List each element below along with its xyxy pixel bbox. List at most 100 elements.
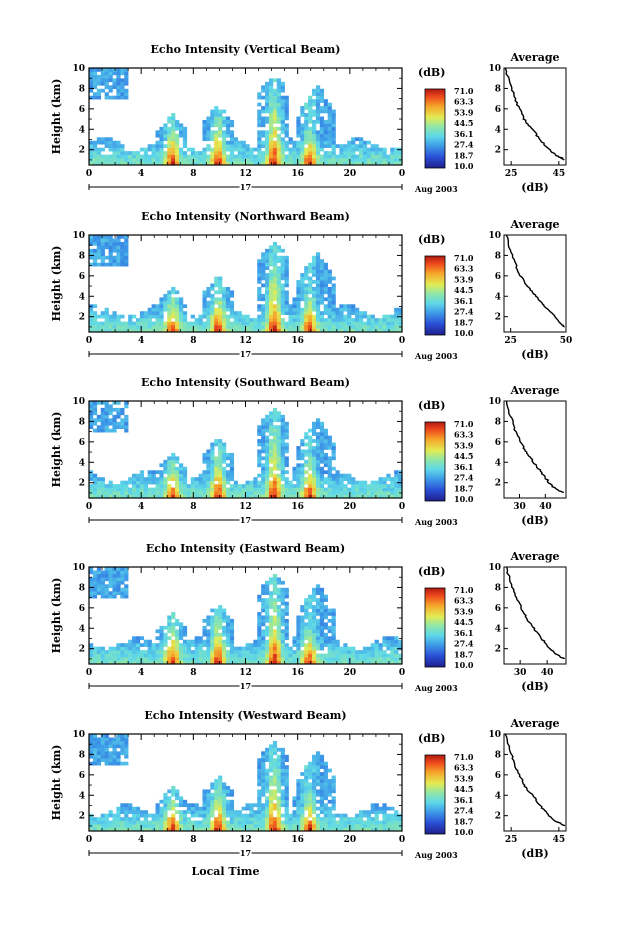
heatmap-cell bbox=[312, 88, 317, 93]
heatmap-cell bbox=[100, 584, 105, 589]
heatmap-cell bbox=[171, 126, 176, 131]
heatmap-cell bbox=[268, 747, 274, 752]
heatmap-cell bbox=[300, 657, 305, 661]
heatmap-cell bbox=[233, 491, 238, 495]
heatmap-cell bbox=[276, 789, 282, 794]
heatmap-cell bbox=[257, 660, 262, 665]
heatmap-cell bbox=[331, 314, 336, 319]
heatmap-cell bbox=[155, 304, 160, 309]
heatmap-cell bbox=[218, 297, 223, 302]
heatmap-cell bbox=[229, 813, 235, 818]
heatmap-cell bbox=[178, 466, 184, 471]
heatmap-cell bbox=[296, 660, 301, 665]
heatmap-cell bbox=[261, 657, 266, 661]
heatmap-cell bbox=[284, 594, 289, 599]
heatmap-cell bbox=[315, 761, 321, 766]
heatmap-cell bbox=[124, 751, 129, 756]
heatmap-cell bbox=[312, 307, 317, 312]
heatmap-cell bbox=[100, 137, 105, 142]
heatmap-cell bbox=[272, 428, 278, 433]
heatmap-cell bbox=[394, 494, 399, 499]
heatmap-cell bbox=[202, 290, 207, 295]
heatmap-cell bbox=[245, 484, 250, 488]
heatmap-cell bbox=[339, 151, 344, 155]
profile-y-tick-label: 4 bbox=[495, 292, 501, 302]
y-tick-label: 2 bbox=[79, 645, 85, 655]
heatmap-cell bbox=[308, 307, 313, 312]
heatmap-cell bbox=[171, 137, 176, 142]
heatmap-cell bbox=[339, 314, 344, 319]
heatmap-cell bbox=[151, 660, 156, 665]
heatmap-cell bbox=[315, 782, 321, 787]
heatmap-cell bbox=[175, 140, 180, 145]
heatmap-cell bbox=[296, 632, 301, 637]
heatmap-cell bbox=[214, 817, 219, 821]
heatmap-cell bbox=[210, 161, 215, 166]
heatmap-cell bbox=[315, 643, 321, 647]
heatmap-cell bbox=[308, 813, 313, 818]
heatmap-cell bbox=[218, 161, 223, 166]
heatmap-cell bbox=[382, 154, 387, 159]
heatmap-cell bbox=[241, 321, 246, 326]
heatmap-cell bbox=[178, 307, 184, 312]
heatmap-cell bbox=[355, 813, 360, 818]
heatmap-cell bbox=[288, 140, 293, 145]
heatmap-cell bbox=[390, 161, 395, 166]
heatmap-cell bbox=[182, 130, 188, 135]
heatmap-cell bbox=[276, 587, 282, 592]
heatmap-cell bbox=[257, 484, 262, 488]
heatmap-cell bbox=[89, 411, 94, 416]
heatmap-cell bbox=[265, 161, 270, 166]
heatmap-cell bbox=[272, 325, 278, 329]
heatmap-cell bbox=[163, 325, 168, 329]
heatmap-cell bbox=[327, 269, 332, 274]
heatmap-cell bbox=[89, 85, 94, 90]
heatmap-cell bbox=[327, 806, 332, 811]
heatmap-cell bbox=[265, 328, 270, 333]
date-label: 17 bbox=[240, 349, 251, 359]
heatmap-cell bbox=[104, 587, 109, 592]
heatmap-cell bbox=[280, 487, 285, 492]
heatmap-cell bbox=[159, 147, 164, 152]
heatmap-cell bbox=[268, 799, 274, 804]
heatmap-cell bbox=[276, 612, 282, 616]
heatmap-cell bbox=[112, 813, 117, 818]
heatmap-cell bbox=[233, 137, 238, 142]
colorbar-label: 53.9 bbox=[454, 440, 474, 450]
heatmap-cell bbox=[343, 321, 348, 326]
heatmap-cell bbox=[366, 328, 371, 333]
heatmap-cell bbox=[370, 650, 375, 654]
heatmap-cell bbox=[390, 314, 395, 319]
heatmap-cell bbox=[308, 276, 313, 281]
heatmap-cell bbox=[362, 480, 368, 485]
heatmap-cell bbox=[308, 314, 313, 319]
heatmap-cell bbox=[210, 442, 215, 447]
heatmap-cell bbox=[327, 325, 332, 329]
heatmap-cell bbox=[366, 161, 371, 166]
heatmap-cell bbox=[268, 255, 274, 260]
heatmap-cell bbox=[120, 245, 125, 250]
heatmap-cell bbox=[272, 439, 278, 443]
heatmap-cell bbox=[124, 414, 129, 419]
heatmap-cell bbox=[315, 85, 321, 90]
heatmap-cell bbox=[147, 318, 152, 322]
heatmap-cell bbox=[202, 799, 207, 804]
heatmap-cell bbox=[175, 161, 180, 166]
heatmap-cell bbox=[362, 154, 368, 159]
heatmap-cell bbox=[112, 754, 117, 759]
heatmap-cell bbox=[394, 660, 399, 665]
heatmap-cell bbox=[92, 144, 98, 148]
heatmap-cell bbox=[210, 806, 215, 811]
heatmap-cell bbox=[257, 116, 262, 121]
heatmap-cell bbox=[241, 827, 246, 832]
heatmap-cell bbox=[139, 820, 145, 825]
heatmap-cell bbox=[112, 245, 117, 250]
heatmap-cell bbox=[171, 824, 176, 828]
heatmap-cell bbox=[272, 577, 278, 582]
heatmap-cell bbox=[92, 650, 98, 654]
heatmap-cell bbox=[319, 761, 325, 766]
heatmap-cell bbox=[108, 813, 113, 818]
heatmap-cell bbox=[261, 463, 266, 468]
profile-y-tick-label: 2 bbox=[495, 313, 501, 323]
heatmap-cell bbox=[362, 314, 368, 319]
